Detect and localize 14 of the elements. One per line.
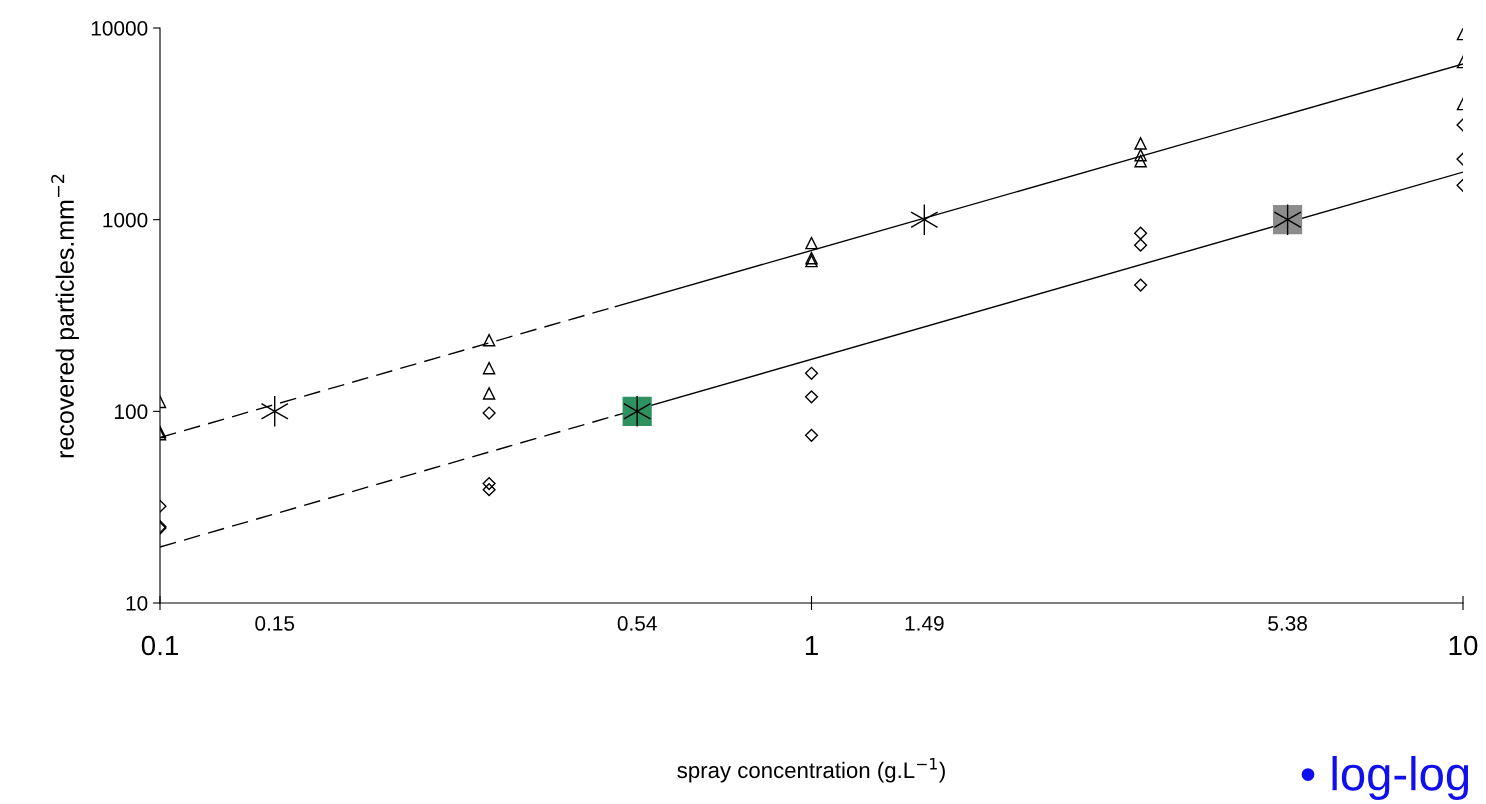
- y-tick-label: 10000: [91, 21, 148, 36]
- text: • log-log: [1301, 755, 1469, 800]
- text: 1.49: [905, 616, 944, 631]
- y-axis-title: recovered particles.mm$^{−2}$: [51, 174, 79, 458]
- text: 5.38: [1268, 616, 1307, 631]
- y-tick-label: 1000: [103, 212, 148, 228]
- y-tick-label: 100: [115, 404, 148, 420]
- text: 0.54: [617, 616, 657, 631]
- x-axis-title: spray concentration (g.L$^{−1}$): [677, 758, 945, 783]
- text: 0.15: [255, 616, 295, 631]
- x-tick-label: 0.1: [141, 635, 178, 656]
- x-tick-label: 1: [805, 635, 818, 656]
- x-tick-label: 10: [1449, 635, 1478, 656]
- y-tick-label: 10: [126, 596, 148, 611]
